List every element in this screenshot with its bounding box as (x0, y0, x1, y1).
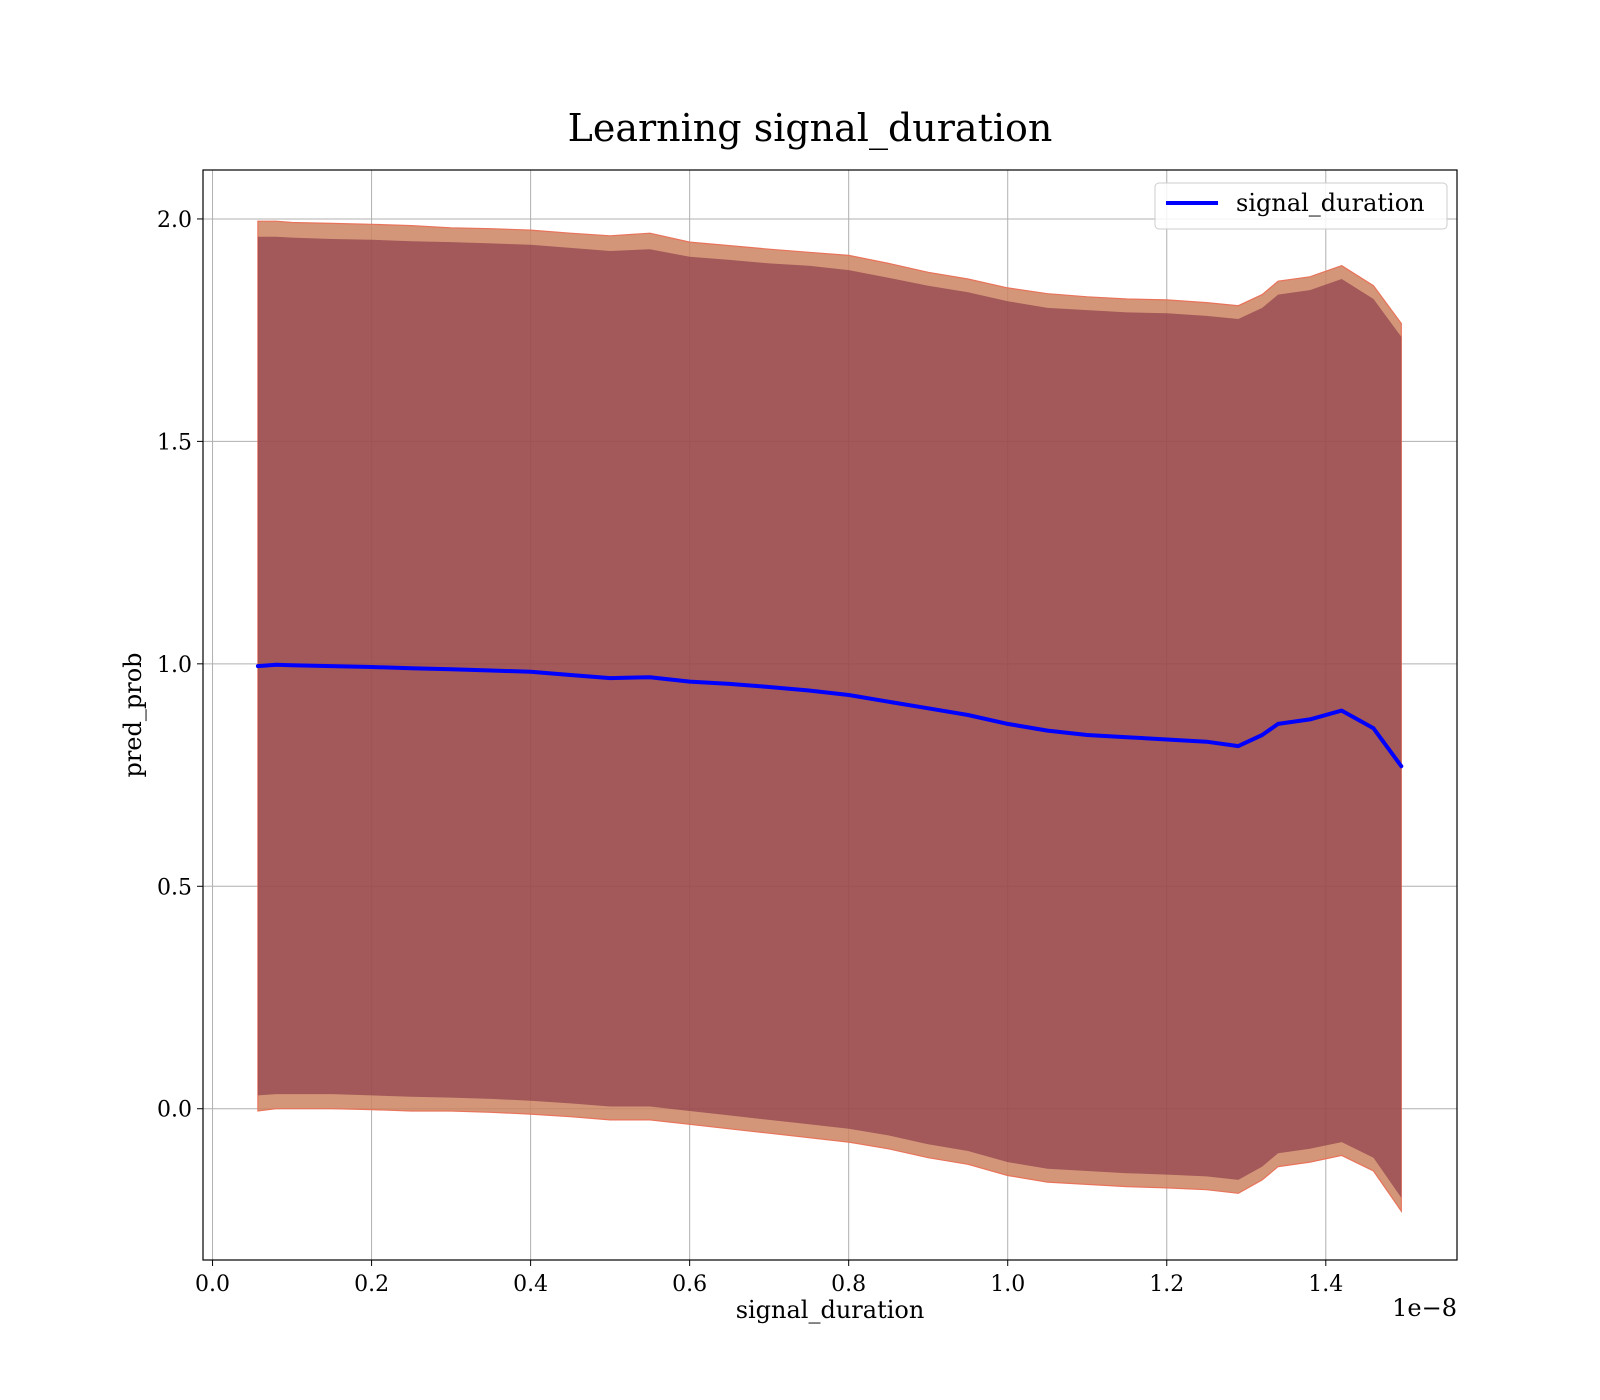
plot-area (203, 170, 1457, 1260)
confidence-bands (257, 220, 1402, 1214)
chart-title: Learning signal_duration (568, 106, 1053, 151)
x-tick-label: 0.0 (195, 1272, 230, 1297)
series-lines (255, 662, 1404, 769)
legend-box (1154, 182, 1448, 230)
axes-frame (202, 169, 1458, 1261)
y-tick-label: 0.0 (157, 1098, 192, 1123)
series-line-1 (255, 662, 1404, 769)
x-tick-label: 0.4 (513, 1272, 548, 1297)
x-tick-label: 1.0 (990, 1272, 1025, 1297)
confidence-band-2 (257, 236, 1402, 1198)
x-tick-label: 0.2 (354, 1272, 389, 1297)
y-axis-label: pred_prob (119, 652, 147, 777)
y-axis-ticks: 0.0 0.5 1.0 1.5 2.0 (157, 208, 203, 1123)
y-tick-label: 1.5 (157, 430, 192, 455)
y-tick-label: 2.0 (157, 208, 192, 233)
x-axis-label: signal_duration (736, 1296, 925, 1324)
y-tick-label: 1.0 (157, 653, 192, 678)
legend: signal_duration (1154, 182, 1448, 230)
x-axis-offset-label: 1e−8 (1392, 1294, 1457, 1322)
x-tick-label: 1.2 (1149, 1272, 1184, 1297)
x-tick-label: 0.8 (831, 1272, 866, 1297)
x-tick-label: 1.4 (1308, 1272, 1343, 1297)
x-tick-label: 0.6 (672, 1272, 707, 1297)
y-tick-label: 0.5 (157, 875, 192, 900)
x-axis-ticks: 0.0 0.2 0.4 0.6 0.8 1.0 1.2 1.4 (195, 1260, 1343, 1297)
legend-label: signal_duration (1236, 189, 1425, 217)
